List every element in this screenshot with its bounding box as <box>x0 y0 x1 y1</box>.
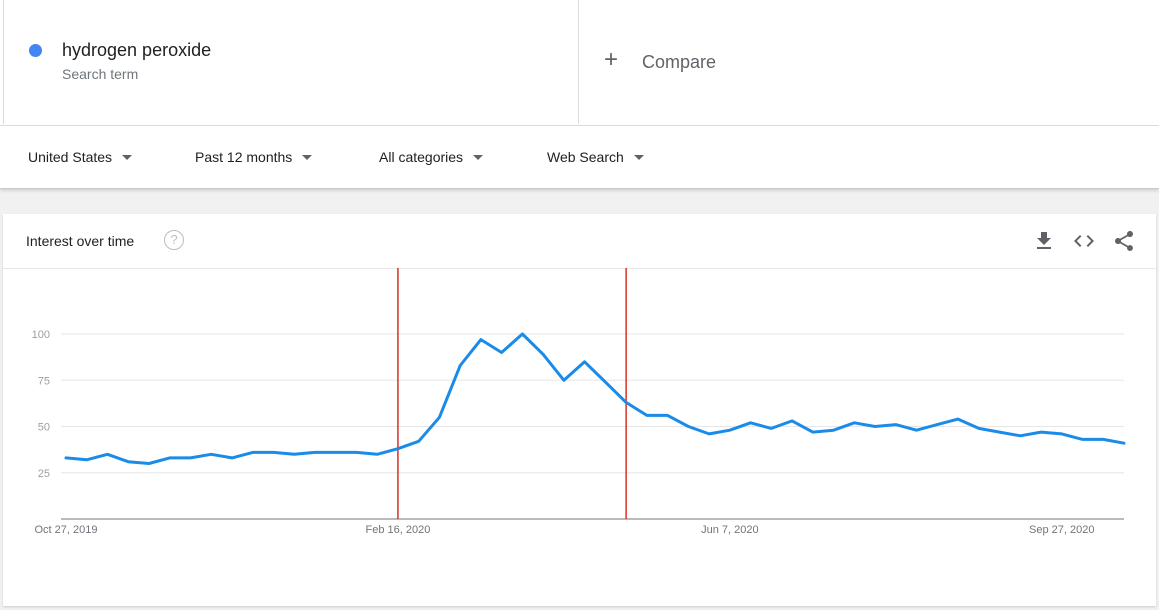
y-tick-label: 75 <box>38 375 50 387</box>
x-tick-label: Oct 27, 2019 <box>35 524 98 536</box>
download-icon[interactable] <box>1032 229 1056 253</box>
chevron-down-icon[interactable] <box>473 154 484 160</box>
filter-search-type-label[interactable]: Web Search <box>547 149 624 165</box>
series-line-hydrogen-peroxide <box>64 332 1126 465</box>
compare-label[interactable]: Compare <box>642 52 717 72</box>
chevron-down-icon[interactable] <box>122 154 133 160</box>
x-tick-label: Sep 27, 2020 <box>1029 524 1094 536</box>
y-tick-label: 50 <box>38 422 50 434</box>
card-header: Interest over time ? <box>3 214 1156 269</box>
filter-category[interactable]: All categories <box>379 126 484 188</box>
y-tick-label: 25 <box>38 468 50 480</box>
y-tick-label: 100 <box>32 329 50 341</box>
x-tick-label: Feb 16, 2020 <box>365 524 430 536</box>
search-term-subtitle: Search term <box>62 66 139 82</box>
chevron-down-icon[interactable] <box>302 154 313 160</box>
filters-bar: United States Past 12 months All categor… <box>0 126 1159 189</box>
filter-category-label[interactable]: All categories <box>379 149 464 165</box>
x-tick-label: Jun 7, 2020 <box>701 524 759 536</box>
search-terms-bar: hydrogen peroxide Search term + Compare <box>0 0 1159 126</box>
interest-over-time-chart: 25 50 75 100 Oct 27, 2019 Feb 16, 2020 Jun 7, … <box>32 268 1126 536</box>
search-term-name[interactable]: hydrogen peroxide <box>62 40 212 60</box>
card-title: Interest over time <box>26 233 135 249</box>
share-icon[interactable] <box>1112 229 1136 253</box>
plus-icon[interactable]: + <box>604 46 619 73</box>
series-color-dot <box>29 44 42 57</box>
filter-search-type[interactable]: Web Search <box>547 126 644 188</box>
embed-icon[interactable] <box>1072 229 1096 253</box>
filter-time-range[interactable]: Past 12 months <box>195 126 313 188</box>
filter-region[interactable]: United States <box>28 126 133 188</box>
search-term-card[interactable]: hydrogen peroxide Search term <box>3 0 579 124</box>
compare-button[interactable]: + Compare <box>578 0 1159 124</box>
interest-over-time-card: Interest over time ? 25 50 75 100 Oct 27, 20… <box>3 214 1156 606</box>
filter-region-label[interactable]: United States <box>28 149 113 165</box>
filter-time-range-label[interactable]: Past 12 months <box>195 149 293 165</box>
chevron-down-icon[interactable] <box>633 154 644 160</box>
help-icon[interactable]: ? <box>164 230 184 250</box>
